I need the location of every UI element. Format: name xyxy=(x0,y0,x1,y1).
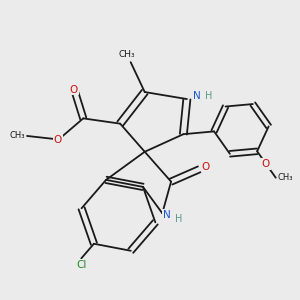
Text: CH₃: CH₃ xyxy=(278,172,293,182)
Text: N: N xyxy=(193,91,201,100)
Text: O: O xyxy=(70,85,78,94)
Text: N: N xyxy=(163,210,170,220)
Text: H: H xyxy=(176,214,183,224)
Text: O: O xyxy=(262,159,270,169)
Text: CH₃: CH₃ xyxy=(10,131,25,140)
Text: O: O xyxy=(201,161,210,172)
Text: Cl: Cl xyxy=(76,260,86,270)
Text: CH₃: CH₃ xyxy=(119,50,136,59)
Text: methoxy: methoxy xyxy=(22,133,28,134)
Text: O: O xyxy=(54,135,62,145)
Text: H: H xyxy=(205,91,212,101)
